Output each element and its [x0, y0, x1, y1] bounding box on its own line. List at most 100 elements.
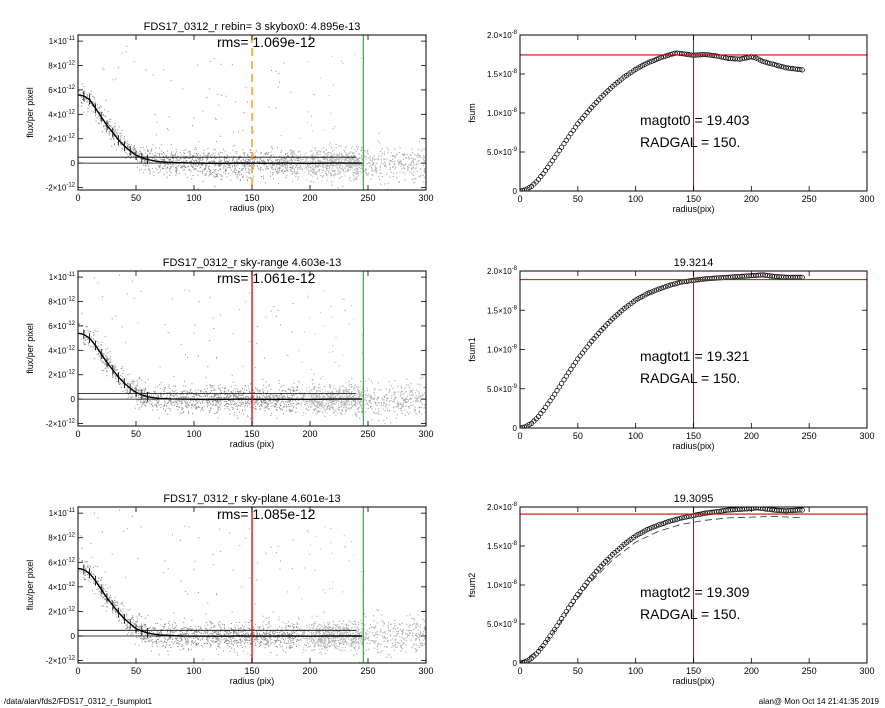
scatter-point [83, 350, 85, 352]
scatter-point [334, 161, 336, 163]
scatter-point [156, 121, 158, 123]
scatter-point [194, 168, 196, 170]
scatter-point [349, 164, 351, 166]
scatter-point [137, 160, 139, 162]
scatter-point [197, 389, 199, 391]
scatter-point [183, 157, 185, 159]
scatter-point [146, 161, 148, 162]
scatter-point [266, 407, 268, 409]
scatter-point [320, 405, 322, 407]
scatter-point [134, 152, 136, 154]
scatter-point [279, 155, 281, 157]
scatter-point [332, 394, 334, 396]
scatter-point [188, 411, 189, 413]
scatter-point [327, 165, 329, 167]
scatter-point [253, 399, 255, 401]
scatter-point [289, 408, 291, 410]
scatter-point [321, 405, 323, 407]
scatter-point [313, 404, 315, 406]
scatter-point [219, 174, 221, 176]
scatter-point [225, 164, 227, 166]
scatter-point [325, 639, 327, 641]
scatter-point [126, 146, 128, 148]
scatter-point [202, 402, 204, 404]
scatter-point [321, 393, 323, 396]
scatter-point [164, 389, 166, 391]
y-tick-label: -2×10-12 [46, 419, 76, 429]
scatter-point [339, 152, 341, 154]
scatter-point [197, 638, 199, 640]
scatter-point [365, 411, 367, 413]
scatter-point [84, 330, 85, 332]
scatter-point [364, 156, 366, 158]
scatter-point [359, 150, 361, 152]
scatter-point [339, 386, 340, 388]
scatter-point [302, 396, 304, 398]
scatter-point [225, 95, 227, 97]
scatter-point [179, 641, 181, 642]
scatter-point [94, 98, 96, 100]
scatter-point [415, 397, 417, 399]
scatter-point [357, 412, 359, 414]
scatter-point [123, 137, 125, 139]
scatter-point [113, 136, 115, 138]
scatter-point [237, 391, 239, 392]
scatter-point [251, 163, 253, 165]
scatter-point [319, 169, 321, 171]
scatter-point [322, 375, 324, 377]
scatter-point [81, 83, 83, 85]
scatter-point [420, 396, 423, 398]
scatter-point [343, 298, 345, 300]
scatter-point [217, 176, 219, 178]
scatter-point [167, 394, 168, 396]
scatter-point [307, 164, 309, 166]
scatter-point [254, 155, 256, 157]
scatter-point [101, 356, 103, 358]
scatter-point [408, 398, 410, 400]
scatter-point [103, 595, 105, 597]
scatter-point [327, 154, 328, 156]
scatter-point [241, 169, 243, 171]
scatter-point [331, 403, 333, 405]
scatter-point [220, 314, 221, 316]
scatter-point [332, 150, 334, 152]
scatter-point [170, 154, 172, 156]
scatter-point [310, 406, 312, 408]
scatter-point [182, 396, 184, 398]
scatter-point [406, 384, 408, 386]
scatter-point [247, 401, 249, 403]
scatter-point [314, 409, 316, 411]
scatter-point [371, 160, 373, 162]
scatter-point [202, 169, 204, 171]
scatter-point [328, 395, 330, 397]
scatter-point [84, 100, 85, 102]
scatter-point [115, 366, 117, 368]
scatter-point [345, 390, 347, 392]
scatter-point [332, 155, 334, 157]
scatter-point [237, 164, 239, 166]
scatter-point [389, 163, 391, 165]
scatter-point [253, 401, 255, 403]
scatter-point [281, 165, 283, 166]
scatter-point [105, 125, 107, 127]
scatter-point [410, 154, 412, 156]
scatter-point [305, 167, 307, 169]
scatter-point [207, 400, 209, 402]
scatter-point [345, 401, 347, 403]
scatter-point [136, 159, 138, 161]
scatter-point [325, 402, 327, 404]
scatter-point [351, 406, 353, 408]
scatter-point [282, 169, 284, 171]
scatter-point [162, 405, 164, 407]
scatter-point [145, 392, 147, 394]
scatter-point [384, 164, 386, 166]
scatter-point [399, 162, 401, 164]
scatter-point [195, 405, 197, 407]
scatter-point [286, 401, 288, 403]
scatter-point [108, 132, 110, 134]
scatter-point [245, 87, 247, 89]
scatter-point [269, 158, 271, 160]
scatter-point [163, 152, 164, 153]
scatter-point [321, 411, 323, 413]
scatter-point [202, 409, 204, 411]
